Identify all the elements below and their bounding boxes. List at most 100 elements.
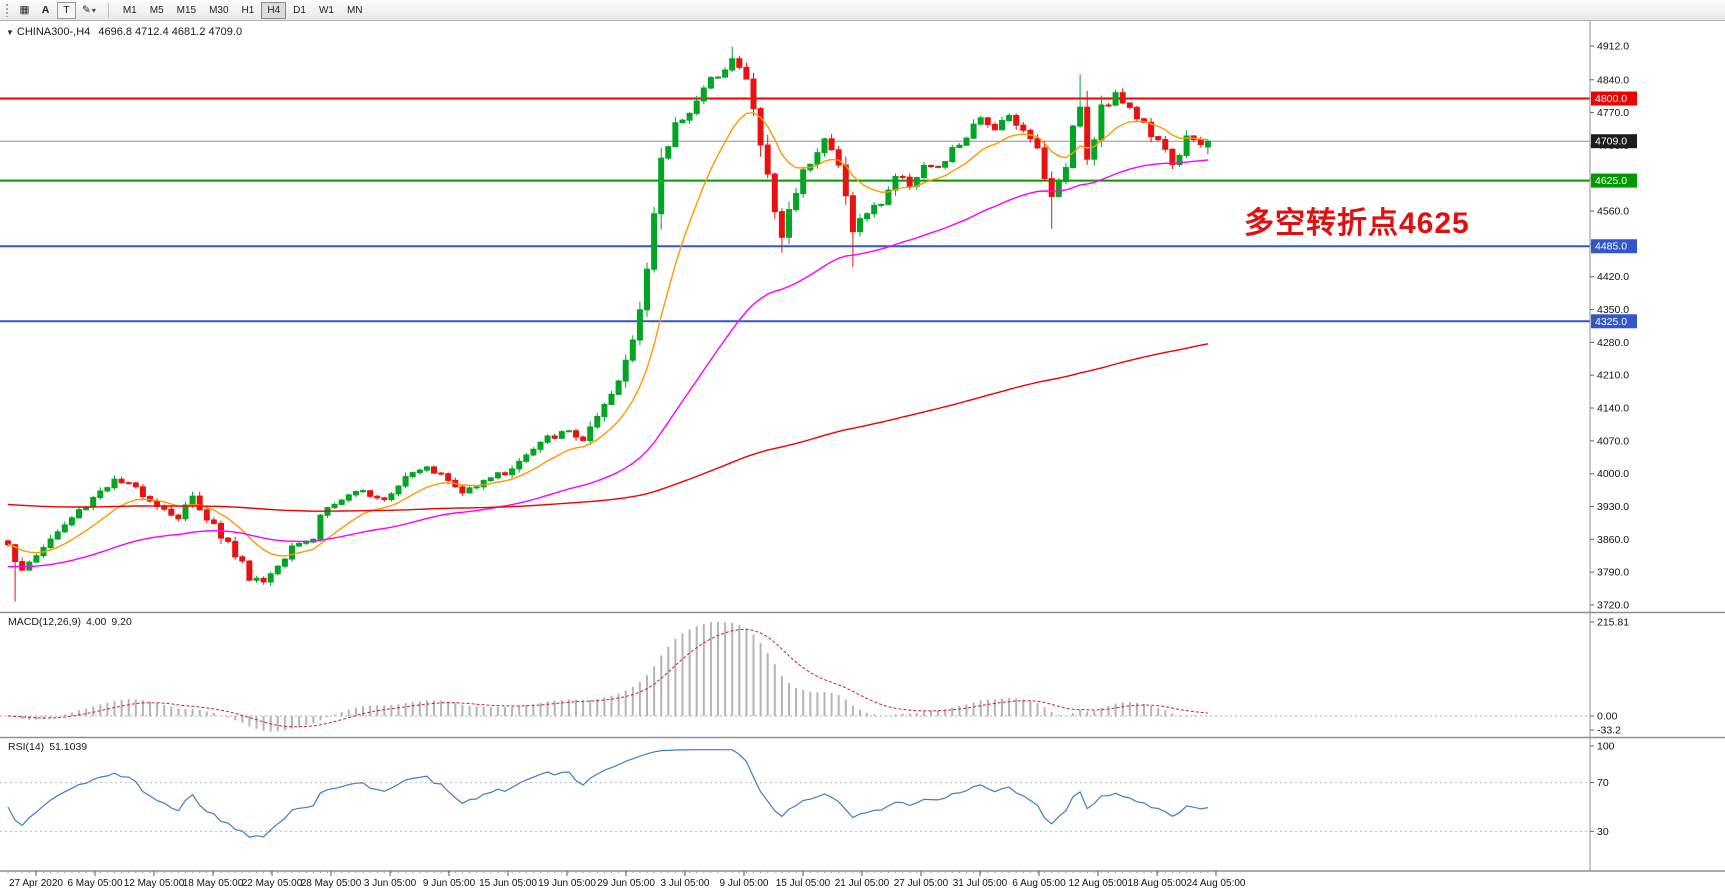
timeframe-button-m15[interactable]: M15 <box>171 2 202 19</box>
price-label-4800 <box>1591 91 1637 106</box>
timeframe-group: M1 M5 M15 M30 H1 H4 D1 W1 MN <box>117 1 369 19</box>
timeframe-button-m5[interactable]: M5 <box>144 2 170 19</box>
rsi-panel <box>0 749 1590 838</box>
price-tick-label: 4770.0 <box>1597 107 1629 119</box>
price-tick-label: 3930.0 <box>1597 501 1629 513</box>
timeframe-button-mn[interactable]: MN <box>341 2 369 19</box>
price-label-4625 <box>1591 173 1637 188</box>
price-label-text: 4485.0 <box>1595 241 1627 253</box>
macd-axis-label: 0.00 <box>1597 711 1618 723</box>
date-label: 18 May 05:00 <box>183 878 244 889</box>
timeframe-button-m1[interactable]: M1 <box>117 2 143 19</box>
timeframe-button-h1[interactable]: H1 <box>236 2 261 19</box>
price-label-text: 4625.0 <box>1595 175 1627 187</box>
date-label: 12 Aug 05:00 <box>1069 878 1128 889</box>
timeframe-button-d1[interactable]: D1 <box>287 2 312 19</box>
price-tick-label: 4420.0 <box>1597 271 1629 283</box>
date-label: 12 May 05:00 <box>124 878 185 889</box>
rsi-axis-label: 70 <box>1597 777 1609 789</box>
date-label: 22 May 05:00 <box>242 878 303 889</box>
date-label: 15 Jul 05:00 <box>776 878 831 889</box>
timeframe-button-w1[interactable]: W1 <box>313 2 340 19</box>
date-label: 21 Jul 05:00 <box>835 878 890 889</box>
macd-axis-label: -33.2 <box>1597 725 1621 737</box>
price-tick-label: 3720.0 <box>1597 600 1629 612</box>
price-axis: 4912.04840.04770.04700.04630.04560.04490… <box>1590 41 1637 612</box>
price-level-lines[interactable] <box>0 97 1590 323</box>
ma-slow-line <box>7 343 1209 512</box>
macd-panel <box>0 622 1590 732</box>
annotation-a-button[interactable]: A <box>36 2 55 19</box>
ma-mid-line <box>7 159 1208 568</box>
price-tick-label: 4070.0 <box>1597 435 1629 447</box>
symbol-period-label: CHINA300-,H4 <box>16 26 91 38</box>
price-label-4325 <box>1591 314 1637 329</box>
ohlc-readout: 4696.8 4712.4 4681.2 4709.0 <box>98 26 243 38</box>
price-tick-label: 4350.0 <box>1597 304 1629 316</box>
macd-signal-value: 9.20 <box>111 616 132 628</box>
price-tick-label: 3790.0 <box>1597 567 1629 579</box>
rsi-indicator-label: RSI(14) 51.1039 <box>8 741 92 753</box>
price-tick-label: 4000.0 <box>1597 468 1629 480</box>
panel-borders <box>0 21 1725 872</box>
rsi-line <box>7 749 1209 838</box>
macd-main-value: 4.00 <box>85 616 107 628</box>
date-label: 9 Jul 05:00 <box>720 878 769 889</box>
chart-title: ▼ CHINA300-,H4 4696.8 4712.4 4681.2 4709.… <box>6 26 242 38</box>
indicator-axes: 215.81 0.00 -33.2 100 70 30 <box>1590 617 1629 838</box>
macd-signal-line <box>7 628 1208 728</box>
date-label: 28 May 05:00 <box>301 878 362 889</box>
date-label: 6 Aug 05:00 <box>1012 878 1066 889</box>
timeframe-button-h4[interactable]: H4 <box>261 1 287 19</box>
date-label: 18 Aug 05:00 <box>1128 878 1187 889</box>
text-t-button[interactable]: T <box>57 1 76 19</box>
price-tick-label: 4280.0 <box>1597 337 1629 349</box>
collapse-triangle-icon[interactable]: ▼ <box>6 28 14 37</box>
price-label-text: 4800.0 <box>1595 93 1627 105</box>
price-tick-label: 4140.0 <box>1597 403 1629 415</box>
rsi-value: 51.1039 <box>49 741 88 753</box>
chevron-down-icon: ▾ <box>91 5 96 15</box>
date-label: 3 Jun 05:00 <box>364 878 417 889</box>
macd-axis-label: 215.81 <box>1597 617 1629 629</box>
date-label: 9 Jun 05:00 <box>423 878 476 889</box>
price-label-text: 4325.0 <box>1595 316 1627 328</box>
macd-histogram <box>14 622 1209 732</box>
date-label: 27 Apr 2020 <box>9 878 63 889</box>
rsi-axis-label: 30 <box>1597 826 1609 838</box>
date-label: 6 May 05:00 <box>67 878 122 889</box>
date-label: 3 Jul 05:00 <box>661 878 710 889</box>
price-tick-label: 4210.0 <box>1597 370 1629 382</box>
date-label: 15 Jun 05:00 <box>479 878 537 889</box>
annotation-text: 多空转折点4625 <box>1244 207 1470 240</box>
price-label-4485 <box>1591 239 1637 254</box>
price-tick-label: 3860.0 <box>1597 534 1629 546</box>
rsi-name: RSI(14) <box>8 741 45 753</box>
ma-fast-line <box>7 111 1208 557</box>
draw-tool-button[interactable]: ✎ ▾ <box>78 2 100 19</box>
grid-icon[interactable]: ▦ <box>15 2 34 19</box>
price-tick-label: 4840.0 <box>1597 74 1629 86</box>
price-label-text: 4709.0 <box>1595 136 1627 148</box>
price-tick-label: 4560.0 <box>1597 206 1629 218</box>
date-label: 29 Jun 05:00 <box>597 878 655 889</box>
macd-name: MACD(12,26,9) <box>8 616 81 628</box>
price-label-4709 <box>1591 134 1637 149</box>
date-label: 19 Jun 05:00 <box>538 878 596 889</box>
date-label: 24 Aug 05:00 <box>1187 878 1246 889</box>
date-label: 27 Jul 05:00 <box>894 878 949 889</box>
candle-series <box>5 46 1211 602</box>
chart-toolbar: ▦ A T ✎ ▾ M1 M5 M15 M30 H1 H4 D1 W1 MN <box>0 0 1725 21</box>
rsi-axis-label: 100 <box>1597 741 1615 753</box>
pencil-icon: ✎ <box>82 4 91 16</box>
moving-average-lines <box>7 111 1209 568</box>
date-label: 31 Jul 05:00 <box>953 878 1008 889</box>
toolbar-separator <box>107 2 109 18</box>
macd-indicator-label: MACD(12,26,9) 4.00 9.20 <box>8 616 137 628</box>
toolbar-drag-handle[interactable] <box>5 3 9 17</box>
price-tick-label: 4912.0 <box>1597 41 1629 53</box>
timeframe-button-m30[interactable]: M30 <box>203 2 234 19</box>
